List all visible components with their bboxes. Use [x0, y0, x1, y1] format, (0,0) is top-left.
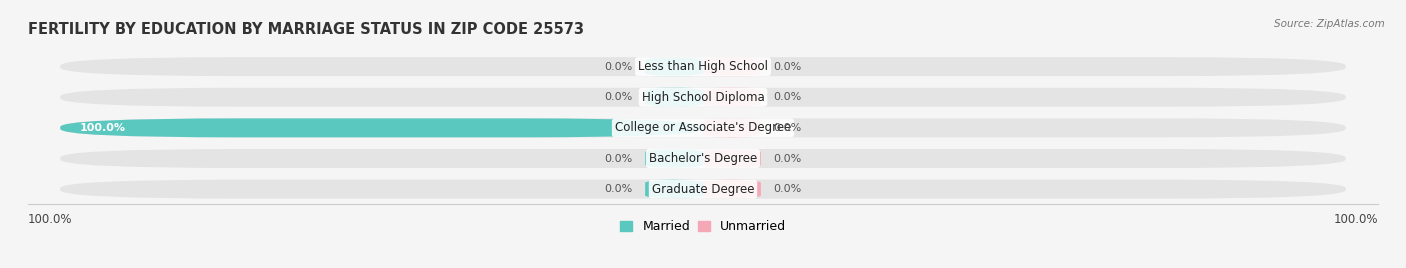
FancyBboxPatch shape — [638, 180, 710, 199]
Text: High School Diploma: High School Diploma — [641, 91, 765, 104]
Text: Graduate Degree: Graduate Degree — [652, 183, 754, 196]
Text: 100.0%: 100.0% — [80, 123, 125, 133]
FancyBboxPatch shape — [638, 57, 710, 76]
FancyBboxPatch shape — [696, 118, 768, 137]
FancyBboxPatch shape — [60, 57, 1346, 76]
FancyBboxPatch shape — [60, 180, 1346, 199]
FancyBboxPatch shape — [60, 149, 1346, 168]
Text: 0.0%: 0.0% — [605, 154, 633, 163]
Text: 0.0%: 0.0% — [773, 92, 801, 102]
Text: Bachelor's Degree: Bachelor's Degree — [650, 152, 756, 165]
Text: College or Associate's Degree: College or Associate's Degree — [614, 121, 792, 134]
FancyBboxPatch shape — [696, 149, 768, 168]
Text: 0.0%: 0.0% — [605, 62, 633, 72]
FancyBboxPatch shape — [60, 118, 1346, 137]
Text: 100.0%: 100.0% — [28, 213, 73, 226]
Text: 0.0%: 0.0% — [773, 62, 801, 72]
Text: FERTILITY BY EDUCATION BY MARRIAGE STATUS IN ZIP CODE 25573: FERTILITY BY EDUCATION BY MARRIAGE STATU… — [28, 22, 583, 37]
FancyBboxPatch shape — [60, 118, 703, 137]
Text: 0.0%: 0.0% — [773, 123, 801, 133]
Text: Less than High School: Less than High School — [638, 60, 768, 73]
Legend: Married, Unmarried: Married, Unmarried — [614, 215, 792, 238]
Text: 100.0%: 100.0% — [1333, 213, 1378, 226]
Text: 0.0%: 0.0% — [773, 154, 801, 163]
FancyBboxPatch shape — [696, 180, 768, 199]
Text: 0.0%: 0.0% — [605, 92, 633, 102]
FancyBboxPatch shape — [638, 88, 710, 107]
FancyBboxPatch shape — [696, 88, 768, 107]
Text: Source: ZipAtlas.com: Source: ZipAtlas.com — [1274, 19, 1385, 29]
FancyBboxPatch shape — [60, 88, 1346, 107]
Text: 0.0%: 0.0% — [773, 184, 801, 194]
Text: 0.0%: 0.0% — [605, 184, 633, 194]
FancyBboxPatch shape — [638, 149, 710, 168]
FancyBboxPatch shape — [696, 57, 768, 76]
